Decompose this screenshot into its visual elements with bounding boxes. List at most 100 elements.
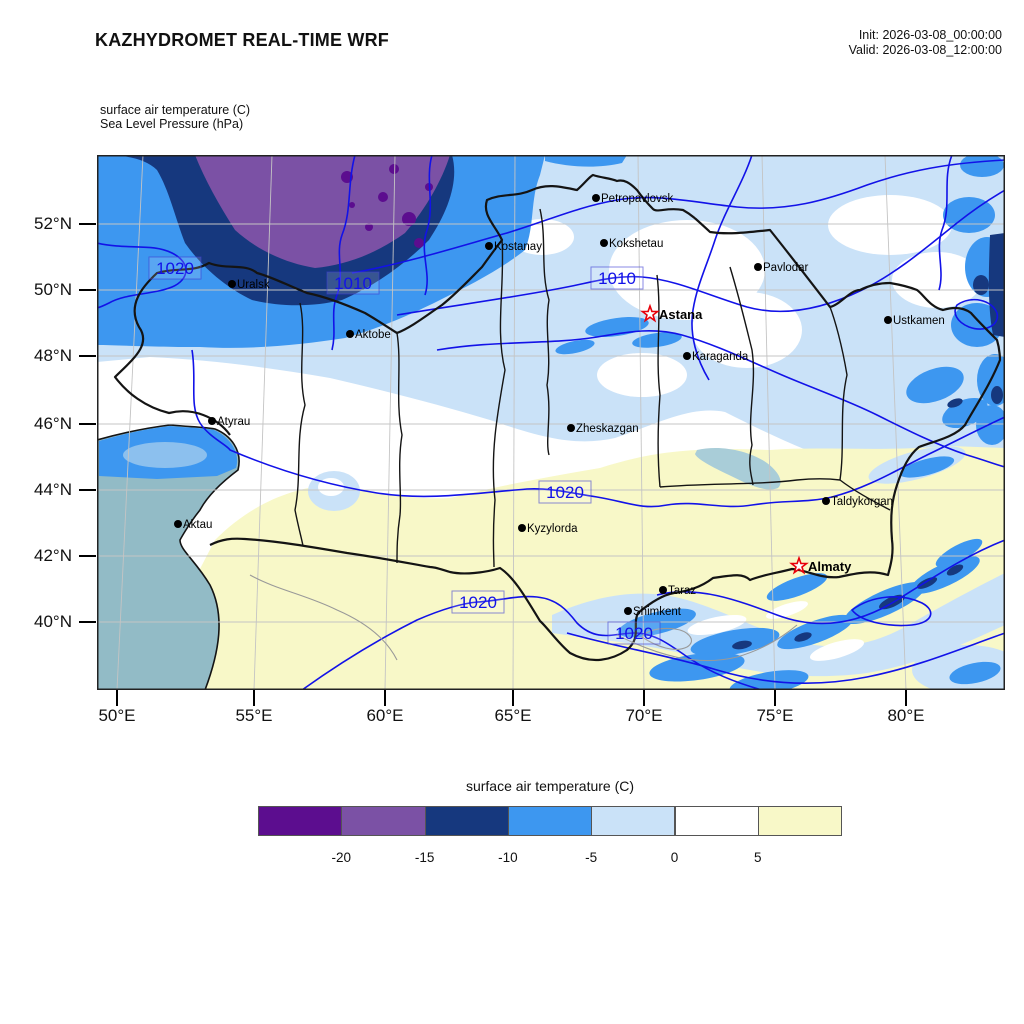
- city-label: Kostanay: [494, 241, 542, 253]
- city-label: Petropavlovsk: [601, 193, 673, 205]
- city-dot-marker: [228, 280, 236, 288]
- page-title: KAZHYDROMET REAL-TIME WRF: [95, 30, 389, 50]
- lon-tick: [384, 690, 386, 706]
- map-variables-caption: surface air temperature (C) Sea Level Pr…: [100, 103, 250, 131]
- lat-label: 48°N: [34, 346, 72, 365]
- city-label: Zheskazgan: [576, 423, 639, 435]
- city-label: Almaty: [808, 559, 852, 574]
- city-label: Astana: [659, 307, 703, 322]
- pressure-label-box: [148, 256, 202, 280]
- pressure-label: 1020: [156, 259, 194, 278]
- pressure-label: 1020: [546, 483, 584, 502]
- city-dot-marker: [567, 424, 575, 432]
- city-dot-marker: [754, 263, 762, 271]
- lon-label: 80°E: [887, 706, 925, 725]
- caption-temperature: surface air temperature (C): [100, 103, 251, 117]
- lat-tick: [79, 289, 96, 291]
- lat-label: 44°N: [34, 480, 72, 499]
- colorbar-tick-label: -15: [414, 850, 435, 865]
- pressure-label-box: [326, 271, 380, 295]
- lon-tick: [774, 690, 776, 706]
- colorbar-tick-label: 5: [754, 850, 762, 865]
- region-borders: [294, 208, 891, 568]
- city-dot-marker: [624, 607, 632, 615]
- colorbar-tick-label: 0: [670, 850, 679, 865]
- colorbar-swatch: [424, 806, 509, 836]
- lon-label: 70°E: [625, 706, 663, 725]
- pressure-label-box: [607, 621, 661, 645]
- lon-tick: [905, 690, 907, 706]
- city-dot-marker: [822, 497, 830, 505]
- lat-label: 42°N: [34, 546, 72, 565]
- lon-tick: [643, 690, 645, 706]
- city-dot-marker: [884, 316, 892, 324]
- lat-tick: [79, 555, 96, 557]
- valid-time: Valid: 2026-03-08_12:00:00: [848, 43, 1002, 57]
- city-label: Taraz: [668, 585, 696, 597]
- run-info: Init: 2026-03-08_00:00:00 Valid: 2026-03…: [849, 28, 1002, 58]
- lat-label: 52°N: [34, 214, 72, 233]
- city-star-marker: [640, 303, 660, 323]
- city-dot-marker: [485, 242, 493, 250]
- city-dot-marker: [174, 520, 182, 528]
- lon-tick: [253, 690, 255, 706]
- lat-tick: [79, 355, 96, 357]
- colorbar-swatch: [591, 806, 676, 836]
- city-dot-marker: [600, 239, 608, 247]
- colorbar-tick-label: -10: [498, 850, 518, 865]
- pressure-label-box: [590, 266, 644, 290]
- city-dot-marker: [208, 417, 216, 425]
- lat-tick: [79, 223, 96, 225]
- colorbar-swatch: [341, 806, 426, 836]
- city-label: Kyzylorda: [527, 523, 578, 535]
- lat-tick: [79, 489, 96, 491]
- pressure-label-box: [538, 480, 592, 504]
- city-dot-marker: [683, 352, 691, 360]
- city-label: Aktau: [183, 519, 212, 531]
- colorbar-swatch: [258, 806, 343, 836]
- lat-tick: [79, 621, 96, 623]
- init-time: Init: 2026-03-08_00:00:00: [858, 28, 1002, 42]
- city-label: Kokshetau: [609, 238, 663, 250]
- pressure-label: 1020: [615, 624, 653, 643]
- colorbar-tick-label: -5: [585, 850, 598, 865]
- city-label: Taldykorgan: [831, 496, 893, 508]
- pressure-label: 1010: [598, 269, 636, 288]
- lon-label: 65°E: [494, 706, 532, 725]
- pressure-label: 1020: [459, 593, 497, 612]
- map-frame: [97, 155, 1005, 690]
- colorbar-swatch: [674, 806, 759, 836]
- temperature-fill-layer: [97, 155, 1005, 690]
- colorbar-tick-label: -20: [331, 850, 352, 865]
- lon-label: 60°E: [366, 706, 404, 725]
- city-dot-marker: [659, 586, 667, 594]
- city-label: Shimkent: [633, 606, 682, 618]
- city-dot-marker: [346, 330, 354, 338]
- city-star-marker: [789, 555, 809, 575]
- country-borders: [113, 173, 1002, 662]
- lon-tick: [116, 690, 118, 706]
- lat-label: 50°N: [34, 280, 72, 299]
- weather-map: 1020 1010 1010 1020 1020 1020 Petropavlovsk Ko…: [97, 155, 1005, 690]
- cities-layer: Petropavlovsk Kostanay Kokshetau Pavlodar Ur…: [174, 193, 945, 618]
- pressure-labels-layer: 1020 1010 1010 1020 1020 1020: [148, 256, 661, 645]
- pressure-label: 1010: [334, 274, 372, 293]
- city-label: Uralsk: [237, 279, 270, 291]
- foreign-borders: [249, 574, 798, 662]
- city-label: Ustkamen: [893, 315, 945, 327]
- lat-label: 40°N: [34, 612, 72, 631]
- colorbar-swatch: [507, 806, 593, 836]
- caption-pressure: Sea Level Pressure (hPa): [100, 117, 244, 131]
- lon-label: 55°E: [235, 706, 273, 725]
- city-label: Karaganda: [692, 351, 749, 363]
- lon-label: 50°E: [98, 706, 136, 725]
- lat-label: 46°N: [34, 414, 72, 433]
- colorbar-title: surface air temperature (C): [465, 778, 635, 794]
- lat-tick: [79, 423, 96, 425]
- city-label: Aktobe: [355, 329, 391, 341]
- pressure-label-box: [451, 590, 505, 614]
- lon-tick: [512, 690, 514, 706]
- colorbar-swatch: [757, 806, 843, 836]
- pressure-contours: [97, 155, 1005, 690]
